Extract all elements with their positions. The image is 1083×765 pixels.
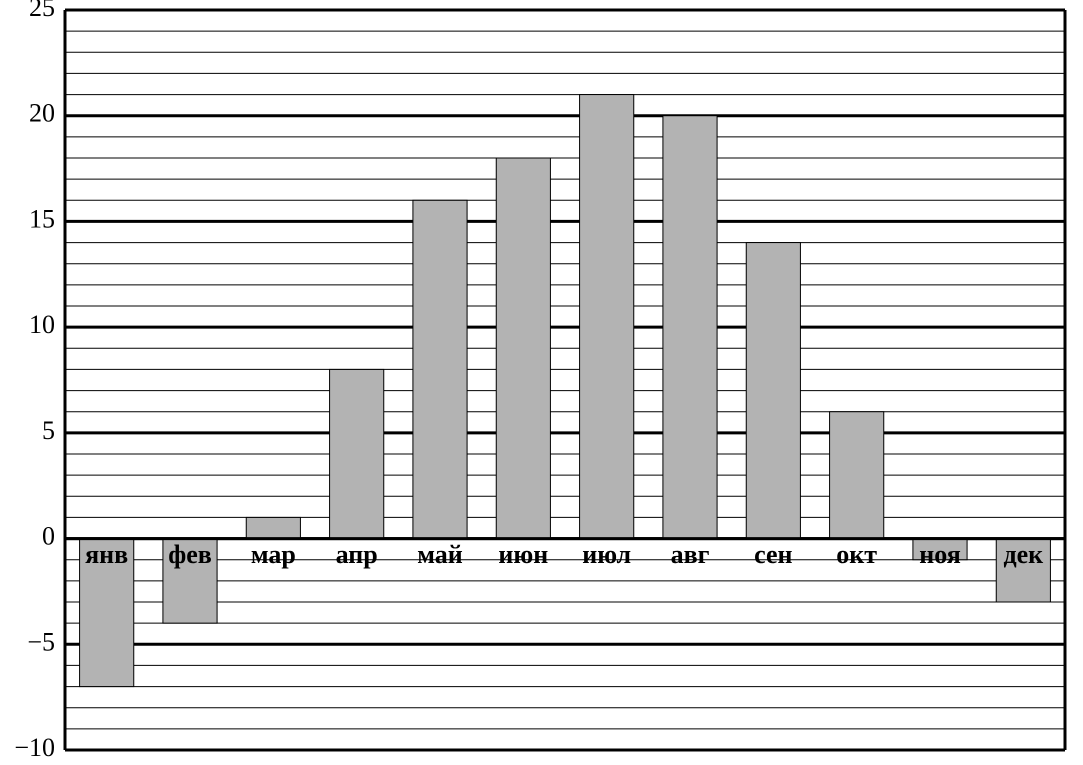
bar [830,412,884,539]
y-axis-tick-label: 20 [29,99,55,128]
bar [413,200,467,538]
x-axis-category-label: фев [168,540,212,569]
x-axis-category-label: май [417,540,463,569]
y-axis-tick-label: 25 [29,0,55,22]
x-axis-category-label: июн [498,540,548,569]
bar [746,243,800,539]
x-axis-category-label: авг [671,540,710,569]
x-axis-category-label: дек [1003,540,1043,569]
bar [330,369,384,538]
y-axis-tick-label: 10 [29,310,55,339]
bar [580,95,634,539]
y-axis-tick-label: −10 [14,733,55,762]
y-axis-tick-label: 15 [29,204,55,233]
x-axis-category-label: сен [754,540,792,569]
bar [246,517,300,538]
x-axis-category-label: апр [336,540,378,569]
x-axis-category-label: июл [582,540,631,569]
bar [496,158,550,539]
y-axis-tick-label: 5 [42,416,55,445]
y-axis-tick-label: 0 [42,522,55,551]
x-axis-category-label: мар [251,540,296,569]
temperature-bar-chart: 25 20 15 10 5 0 −5 −10 янв фев мар апр май июн июл авг с… [0,0,1083,765]
x-axis-category-label: ноя [919,540,961,569]
x-axis-category-label: янв [85,540,128,569]
x-axis-category-label: окт [836,540,877,569]
bar [663,116,717,539]
y-axis-tick-label: −5 [27,627,55,656]
